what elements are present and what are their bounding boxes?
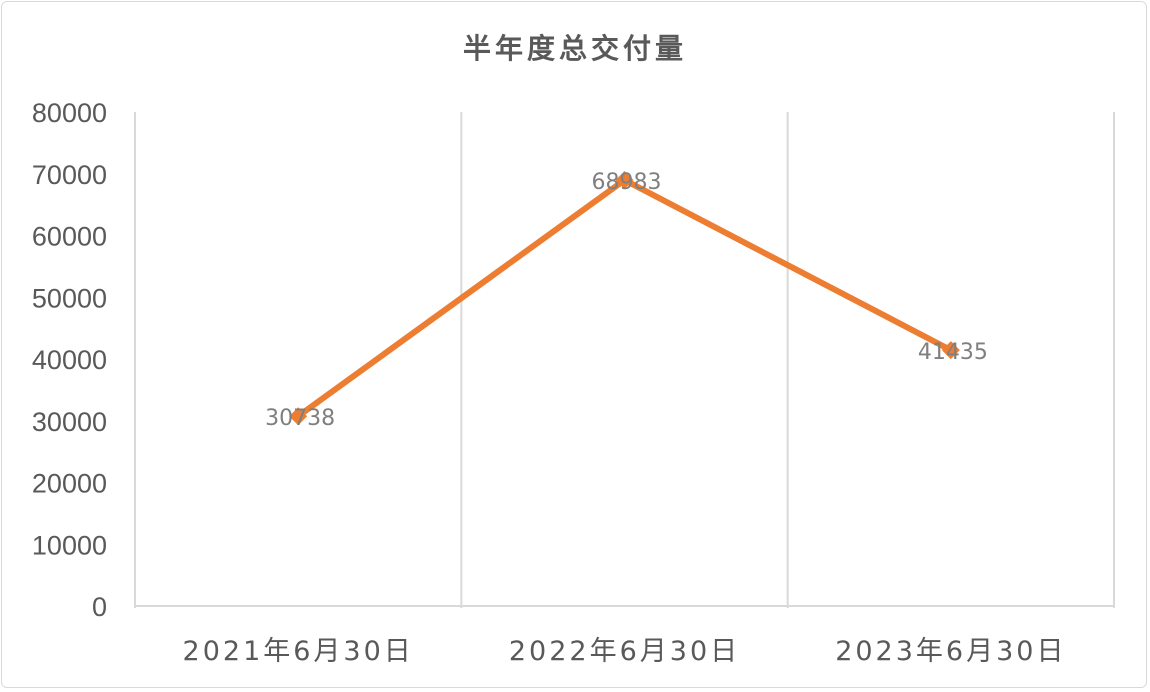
series-layer bbox=[295, 177, 954, 420]
data-point-marker bbox=[289, 407, 308, 426]
y-tick-label: 50000 bbox=[32, 283, 107, 313]
chart-title: 半年度总交付量 bbox=[463, 32, 687, 65]
y-tick-label: 20000 bbox=[32, 469, 107, 499]
y-tick-label: 60000 bbox=[32, 222, 107, 252]
data-label: 68983 bbox=[592, 170, 662, 195]
grid-layer bbox=[134, 112, 1115, 608]
x-axis-tick-labels: 2021年6月30日 2022年6月30日 2023年6月30日 bbox=[183, 636, 1066, 667]
y-axis-tick-labels: 0 10000 20000 30000 40000 50000 60000 70000 8000… bbox=[32, 98, 107, 622]
x-tick-label: 2022年6月30日 bbox=[509, 636, 740, 667]
marker-layer bbox=[289, 171, 960, 426]
y-tick-label: 40000 bbox=[32, 345, 107, 375]
data-label: 41435 bbox=[918, 340, 988, 365]
series-line bbox=[295, 177, 954, 420]
x-tick-label: 2023年6月30日 bbox=[835, 636, 1066, 667]
data-point-marker bbox=[615, 171, 634, 190]
data-label-layer: 30738 68983 41435 bbox=[265, 170, 988, 431]
y-tick-label: 0 bbox=[92, 592, 107, 622]
y-tick-label: 30000 bbox=[32, 407, 107, 437]
data-label: 30738 bbox=[265, 406, 335, 431]
data-point-marker bbox=[941, 341, 960, 360]
y-tick-label: 70000 bbox=[32, 160, 107, 190]
y-tick-label: 10000 bbox=[32, 530, 107, 560]
x-tick-label: 2021年6月30日 bbox=[183, 636, 414, 667]
y-tick-label: 80000 bbox=[32, 98, 107, 128]
